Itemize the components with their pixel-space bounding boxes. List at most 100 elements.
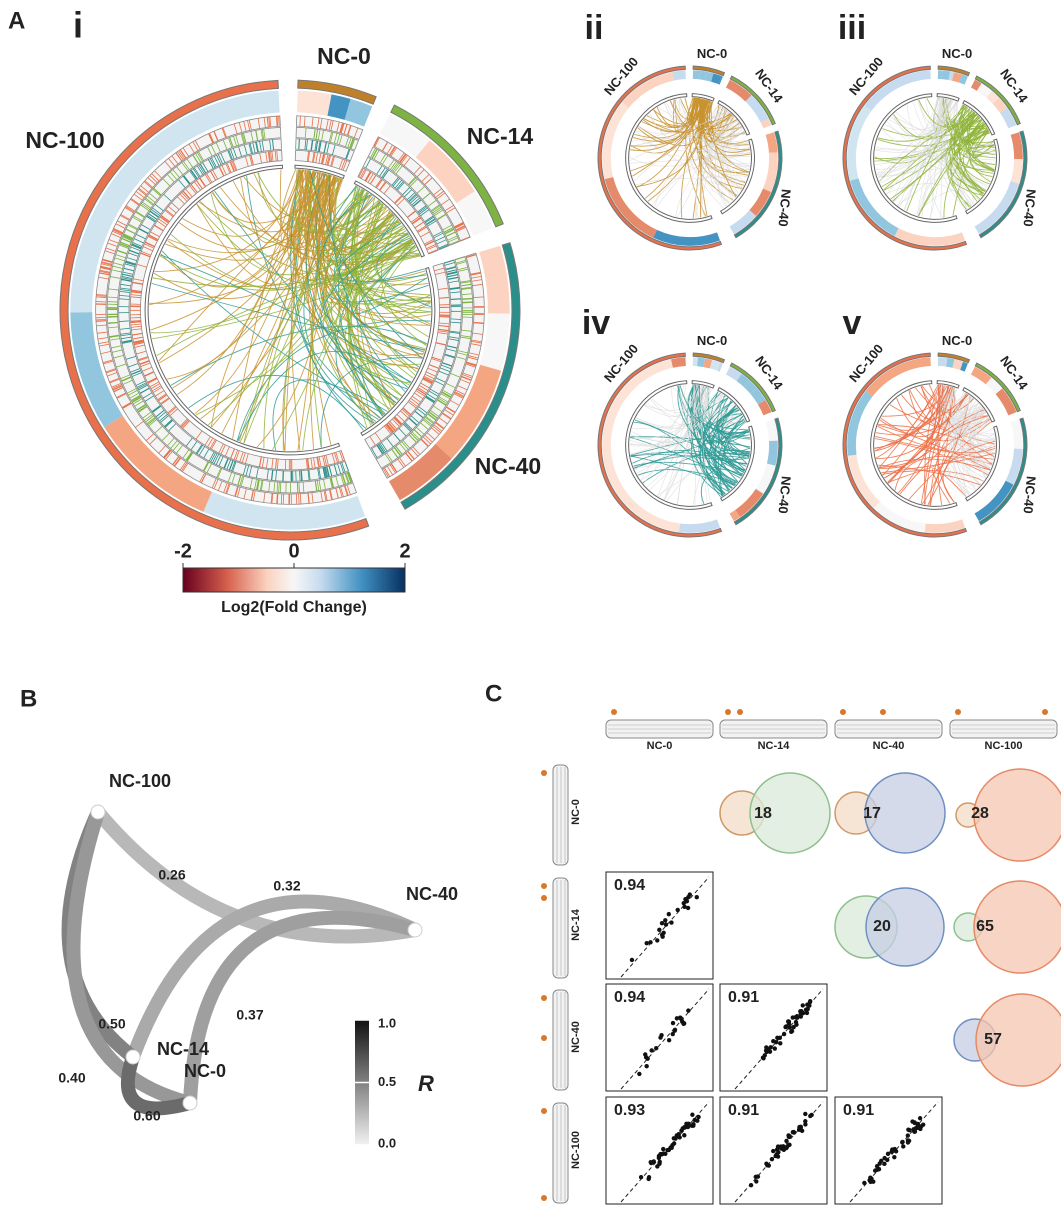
scatter-point [791, 1025, 795, 1029]
nanotube-tag [955, 709, 961, 715]
scatter-point [646, 1177, 650, 1181]
node-label: NC-40 [406, 884, 458, 904]
scatter-point [807, 1003, 811, 1007]
scatter-point [768, 1045, 772, 1049]
r-scale-label: 0.5 [378, 1074, 396, 1089]
scatter-point [681, 1022, 685, 1026]
scatter-point [686, 906, 690, 910]
nanotube-tag [541, 1195, 547, 1201]
scatter-point [690, 1113, 694, 1117]
figure: A B C iNC-0NC-14NC-40NC-100iiNC-0NC-14NC… [0, 0, 1061, 1222]
scatter-point [786, 1019, 790, 1023]
nanotube-tag [840, 709, 846, 715]
scatter-point [906, 1140, 910, 1144]
venn-count: 18 [754, 805, 772, 822]
scatter-point [770, 1157, 774, 1161]
nanotube-tag [541, 770, 547, 776]
sector-label: NC-0 [697, 46, 727, 61]
network-node [408, 923, 422, 937]
scatter-point [886, 1152, 890, 1156]
venn-count: 65 [976, 918, 994, 935]
scatter-point [649, 1160, 653, 1164]
sector-label: NC-0 [697, 333, 727, 348]
network-node [91, 805, 105, 819]
track-tick [299, 482, 300, 492]
sector-label: NC-40 [475, 453, 541, 479]
nanotube-tag [1042, 709, 1048, 715]
heatmap-cell [480, 313, 510, 370]
scatter-point [682, 901, 686, 905]
scatter-point [773, 1046, 777, 1050]
scatter-point [799, 1125, 803, 1129]
scatter-point [784, 1139, 788, 1143]
colorbar [183, 568, 405, 592]
heatmap-cell [942, 70, 951, 80]
scatter-point [754, 1179, 758, 1183]
scatter-point [682, 1133, 686, 1137]
colorbar-tick-label: -2 [174, 540, 192, 562]
heatmap-cell [602, 102, 629, 179]
column-label: NC-14 [758, 740, 791, 752]
circos-plot [598, 66, 782, 250]
edge-label: 0.26 [158, 867, 185, 883]
circos-label: iii [838, 9, 866, 47]
scatter-point [677, 1132, 681, 1136]
scatter-point [805, 1011, 809, 1015]
node-label: NC-100 [109, 771, 171, 791]
scatter-point [774, 1040, 778, 1044]
sector-label: NC-40 [776, 475, 794, 514]
scatter-point [787, 1143, 791, 1147]
scatter-point [784, 1024, 788, 1028]
sector-label: NC-40 [776, 188, 794, 227]
sector-label: NC-40 [1021, 188, 1039, 227]
colorbar-tick-label: 0 [288, 540, 299, 562]
scatter-point [885, 1158, 889, 1162]
chord [171, 326, 427, 385]
scatter-point [679, 1129, 683, 1133]
scatter-point [765, 1163, 769, 1167]
track-tick [280, 482, 281, 492]
nanotube-tag [541, 883, 547, 889]
sector-label: NC-0 [942, 46, 972, 61]
scatter-point [916, 1126, 920, 1130]
scatter-point [801, 1003, 805, 1007]
nanotube [553, 990, 568, 1090]
circos-plot [598, 353, 782, 537]
r-scale-title: R [418, 1071, 434, 1096]
scatter-point [679, 1017, 683, 1021]
nanotube-tag [611, 709, 617, 715]
scatter-point [892, 1155, 896, 1159]
scatter-point [789, 1030, 793, 1034]
edge-label: 0.37 [236, 1007, 263, 1023]
correlation-label: 0.93 [614, 1102, 645, 1119]
correlation-label: 0.91 [843, 1102, 874, 1119]
scatter-point [655, 938, 659, 942]
scatter-point [780, 1146, 784, 1150]
heatmap-cell [297, 90, 332, 115]
scatter-point [912, 1130, 916, 1134]
circos-label: i [73, 5, 83, 46]
scatter-point [657, 928, 661, 932]
edge-label: 0.60 [133, 1108, 160, 1124]
heatmap-cell [938, 70, 942, 79]
correlation-label: 0.94 [614, 989, 645, 1006]
scatter-point [686, 1008, 690, 1012]
sector-label: NC-0 [317, 43, 371, 69]
scatter-point [775, 1036, 779, 1040]
scatter-point [787, 1135, 791, 1139]
track-tick [96, 319, 106, 320]
scatter-point [803, 1119, 807, 1123]
venn-count: 20 [873, 918, 891, 935]
scatter-point [671, 1021, 675, 1025]
venn-count: 28 [971, 805, 989, 822]
nanotube [553, 765, 568, 865]
scatter-point [630, 958, 634, 962]
venn-count: 57 [984, 1031, 1002, 1048]
scatter-point [754, 1175, 758, 1179]
scatter-point [669, 920, 673, 924]
circos-plot [60, 80, 520, 540]
scatter-point [670, 1143, 674, 1147]
scatter-point [660, 934, 664, 938]
row-label: NC-100 [570, 1131, 582, 1169]
track-tick [299, 139, 300, 149]
